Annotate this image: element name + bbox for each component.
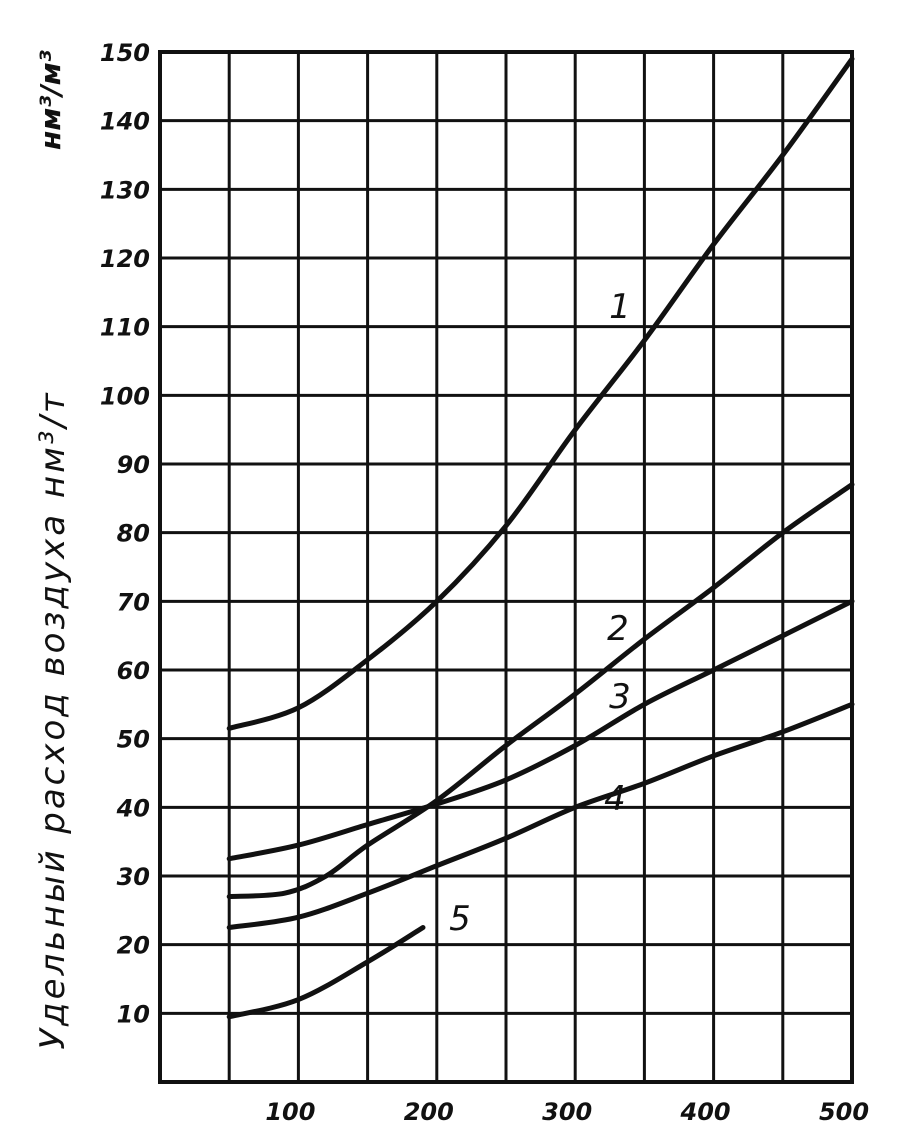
y-tick-label: 120: [100, 245, 150, 273]
curve-labels: 1 2 3 4 5: [449, 287, 631, 939]
y-tick-label: 150: [100, 39, 150, 67]
y-tick-label: 80: [117, 520, 150, 548]
series-line-2: [226, 482, 855, 900]
y-tick-label: 40: [116, 794, 150, 822]
curve-label-4: 4: [604, 779, 626, 819]
curve-label-1: 1: [609, 287, 631, 327]
x-tick-label: 300: [542, 1098, 592, 1126]
series-line-3: [226, 598, 855, 862]
y-tick-label: 110: [100, 314, 150, 342]
y-axis-title: Удельный расход воздуха нм³/т: [33, 390, 73, 1049]
y-tick-label: 140: [100, 108, 150, 136]
y-tick-label: 50: [117, 726, 150, 754]
x-tick-labels: 100 200 300 400 500: [265, 1098, 869, 1126]
y-tick-label: 10: [117, 1000, 150, 1028]
x-tick-label: 100: [265, 1098, 315, 1126]
curve-label-3: 3: [609, 677, 631, 717]
grid: [160, 52, 852, 1082]
x-tick-label: 400: [680, 1098, 731, 1126]
y-tick-label: 60: [117, 657, 150, 685]
y-tick-label: 130: [100, 176, 150, 204]
curve-label-2: 2: [607, 609, 629, 649]
y-tick-label: 90: [117, 451, 150, 479]
plot-frame: [158, 50, 854, 1084]
x-tick-label: 500: [819, 1098, 869, 1126]
y-tick-label: 70: [117, 588, 150, 616]
y-tick-label: 20: [117, 932, 150, 960]
series-group: [226, 56, 855, 1020]
y-tick-label: 30: [117, 863, 150, 891]
curve-label-5: 5: [449, 899, 471, 939]
y-tick-label: 100: [100, 382, 150, 410]
series-line-5: [226, 925, 426, 1020]
series-line-1: [226, 56, 855, 731]
series-line-4: [226, 701, 855, 930]
y-tick-labels: 10 20 30 40 50 60 70 80 90 100 110 120 130 140 150: [100, 39, 150, 1028]
y-axis-alt-unit: нм³/м³: [34, 50, 67, 150]
x-tick-label: 200: [404, 1098, 454, 1126]
